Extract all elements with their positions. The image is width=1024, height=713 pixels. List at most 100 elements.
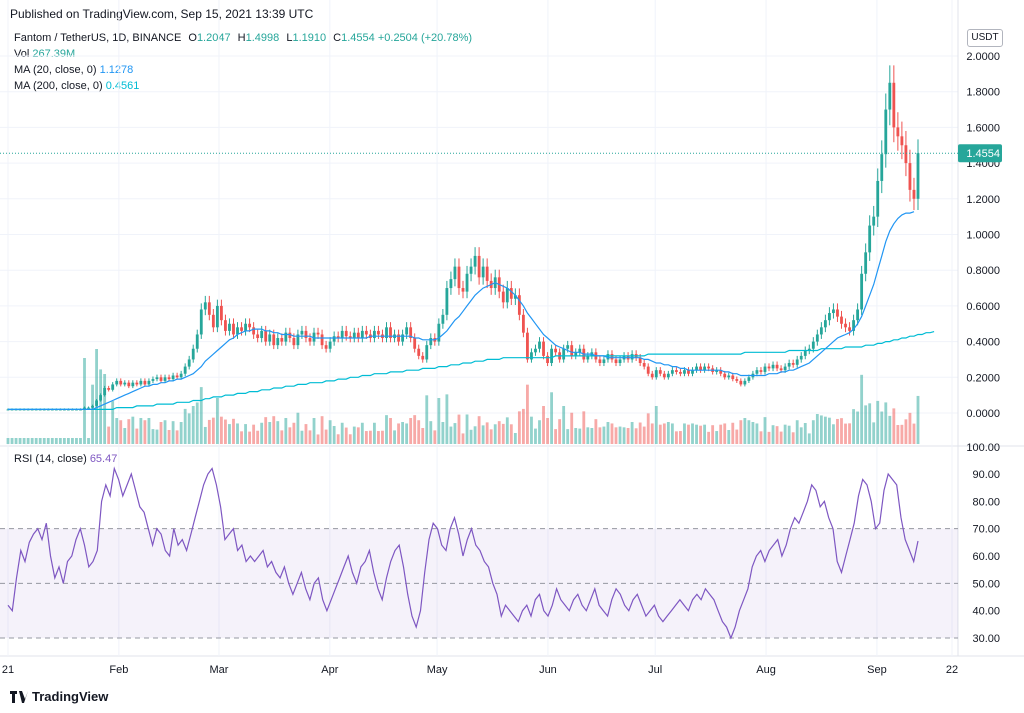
- candle-body: [95, 400, 98, 406]
- candle-body: [779, 368, 783, 371]
- volume-bar: [46, 438, 50, 444]
- candle-body: [683, 370, 686, 374]
- volume-bar: [364, 431, 368, 444]
- candle-body: [264, 330, 268, 342]
- volume-bar: [449, 426, 453, 444]
- candle-body: [280, 338, 284, 342]
- low-key: L: [286, 32, 293, 44]
- volume-bar: [159, 422, 163, 444]
- candle-body: [904, 145, 908, 164]
- volume-bar: [683, 423, 686, 444]
- time-axis[interactable]: 21 Feb Mar Apr May Jun Jul Aug Sep 22: [2, 664, 958, 676]
- symbol-label[interactable]: Fantom / TetherUS, 1D, BINANCE: [14, 32, 182, 44]
- volume-bar: [111, 401, 115, 444]
- volume-bar: [14, 438, 18, 444]
- candle-body: [304, 330, 308, 339]
- candle-body: [606, 354, 610, 360]
- volume-bar: [485, 422, 489, 444]
- candle-body: [465, 273, 469, 292]
- ma20-label[interactable]: MA (20, close, 0): [14, 64, 97, 76]
- candle-body: [860, 273, 864, 310]
- volume-bar: [783, 424, 787, 444]
- volume-value: 267.39M: [32, 48, 76, 60]
- candle-body: [916, 153, 920, 199]
- volume-bar: [413, 415, 417, 444]
- candle-body: [155, 377, 159, 380]
- volume-bar: [6, 438, 10, 444]
- high-value: 1.4998: [245, 32, 280, 44]
- currency-selector[interactable]: USDT: [967, 29, 1003, 47]
- candle-body: [457, 266, 461, 289]
- volume-bar: [578, 428, 582, 444]
- volume-label[interactable]: Vol: [14, 48, 30, 60]
- candle-body: [538, 341, 541, 349]
- candle-body: [787, 363, 791, 367]
- candle-body: [505, 288, 509, 303]
- candle-body: [256, 334, 260, 339]
- volume-bar: [860, 374, 864, 444]
- volume-bar: [719, 424, 723, 444]
- volume-bar: [83, 358, 86, 444]
- candle-body: [823, 320, 827, 328]
- candle-body: [441, 314, 445, 324]
- candle-body: [908, 163, 912, 190]
- candle-body: [630, 354, 634, 360]
- volume-bar: [558, 419, 562, 444]
- rsi-tick-label: 50.00: [972, 578, 1000, 590]
- candle-body: [542, 341, 545, 356]
- price-tick-label: 0.6000: [966, 301, 1000, 313]
- volume-bar: [759, 431, 763, 444]
- volume-bar: [219, 416, 223, 444]
- volume-bar: [232, 418, 235, 444]
- candle-body: [296, 334, 300, 346]
- volume-bar: [163, 420, 167, 444]
- volume-bar: [473, 426, 477, 444]
- close-value: 1.4554: [341, 32, 375, 44]
- volume-bar: [711, 425, 715, 444]
- candle-body: [163, 377, 167, 381]
- volume-bar: [215, 398, 219, 444]
- ma200-label[interactable]: MA (200, close, 0): [14, 80, 103, 92]
- candle-body: [389, 327, 392, 339]
- volume-bar: [819, 415, 823, 444]
- candle-body: [799, 355, 803, 360]
- volume-bar: [87, 438, 90, 444]
- rsi-axis[interactable]: 100.00 90.00 80.00 70.00 60.00 50.00 40.00 30.0…: [966, 442, 1000, 645]
- volume-bar: [405, 423, 409, 444]
- volume-bar: [554, 429, 558, 444]
- volume-bar: [240, 431, 243, 444]
- volume-bar: [823, 416, 827, 444]
- volume-bar: [586, 427, 590, 444]
- tradingview-logo-icon: [10, 690, 28, 703]
- volume-bar: [151, 429, 155, 444]
- volume-bar: [542, 406, 545, 444]
- ma20-line: [8, 211, 915, 410]
- volume-bar: [562, 406, 566, 444]
- candle-body: [888, 82, 892, 110]
- candle-body: [332, 336, 336, 342]
- rsi-label[interactable]: RSI (14, close): [14, 453, 87, 465]
- volume-bar: [566, 429, 570, 444]
- candle-body: [783, 366, 787, 371]
- candle-body: [691, 370, 694, 374]
- volume-bar: [642, 426, 646, 444]
- candle-body: [284, 332, 288, 342]
- candle-body: [679, 371, 682, 374]
- volume-bar: [199, 387, 203, 444]
- volume-bar: [135, 428, 139, 444]
- volume-bar: [312, 418, 316, 444]
- volume-bar: [602, 426, 606, 444]
- tradingview-logo[interactable]: TradingView: [10, 689, 108, 704]
- volume-bar: [107, 426, 111, 444]
- volume-bar: [171, 421, 175, 444]
- change-value: +0.2504 (+20.78%): [377, 32, 473, 44]
- volume-bar: [308, 430, 312, 444]
- candle-body: [586, 355, 590, 360]
- price-axis[interactable]: 2.00001.80001.60001.40001.20001.00000.80…: [966, 51, 1000, 420]
- volume-bar: [324, 429, 328, 444]
- candle-body: [562, 348, 566, 360]
- volume-bar: [626, 428, 630, 444]
- candle-body: [550, 348, 553, 364]
- volume-bar: [348, 434, 352, 444]
